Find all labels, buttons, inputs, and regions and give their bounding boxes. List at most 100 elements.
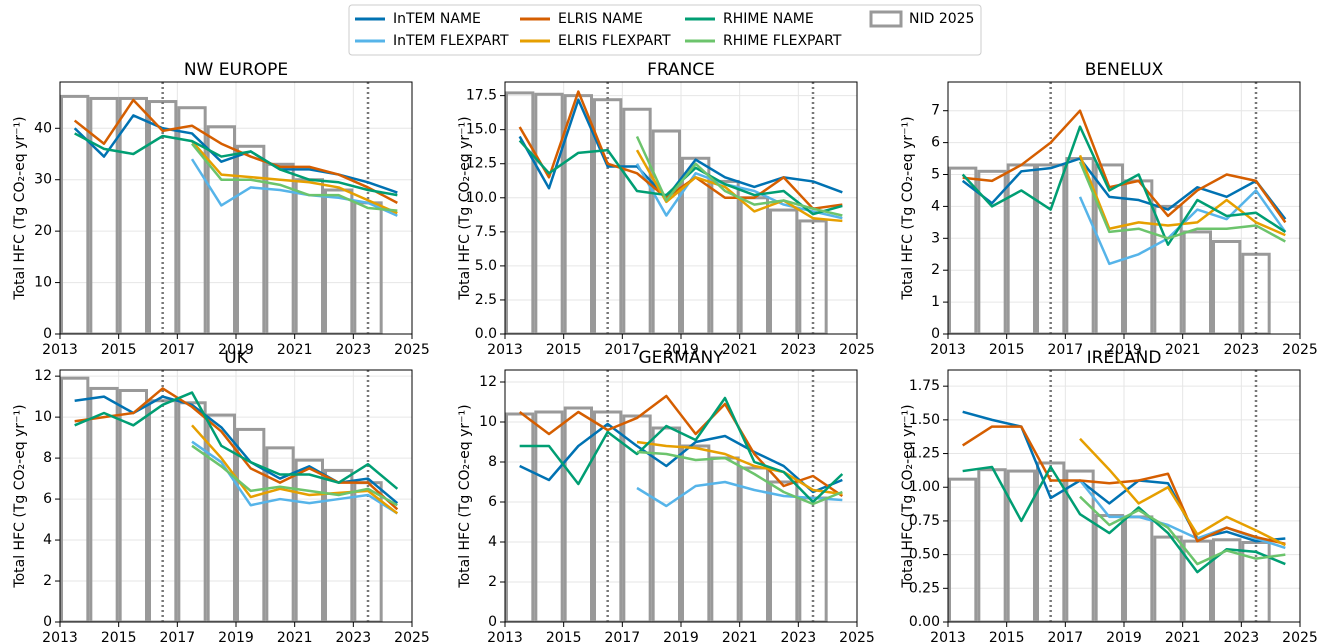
nid-bar (681, 156, 711, 334)
plot-frame (504, 81, 858, 335)
x-tick-label: 2015 (989, 342, 1025, 358)
legend-frame (348, 4, 982, 56)
series-line (635, 135, 843, 217)
y-tick-label: 1 (931, 294, 940, 310)
y-tick-label: 0.50 (909, 547, 940, 563)
x-tick-label: 2013 (930, 630, 966, 643)
y-tick-label: 0.0 (475, 326, 497, 342)
x-tick-label: 2019 (1106, 342, 1142, 358)
panel: NW EUROPE Total HFC (Tg CO₂-eq yr⁻¹) 2013 2… (12, 60, 430, 358)
legend-label: ELRIS NAME (558, 11, 643, 27)
y-tick-label: 0 (488, 614, 497, 630)
legend-label: RHIME NAME (723, 11, 814, 27)
x-tick-label: 2013 (487, 630, 523, 643)
y-tick-label: 0 (931, 326, 940, 342)
y-tick-label: 0 (43, 326, 52, 342)
y-tick-label: 10 (34, 409, 52, 425)
series-line (961, 425, 1286, 546)
y-axis-label: Total HFC (Tg CO₂-eq yr⁻¹) (457, 404, 473, 588)
series-line (190, 158, 398, 217)
nid-bar (651, 129, 682, 334)
x-tick-label: 2019 (663, 630, 699, 643)
nid-bar (1212, 239, 1242, 334)
nid-bar (948, 477, 978, 622)
nid-bar (739, 466, 770, 622)
series-line (962, 465, 1286, 574)
nid-bar (177, 106, 207, 334)
y-tick-label: 2.5 (475, 292, 497, 308)
y-tick-label: 4 (43, 532, 52, 548)
nid-bar (505, 412, 535, 622)
nid-bar (60, 94, 90, 334)
series-line (74, 132, 398, 197)
plot (948, 370, 1286, 622)
plot-frame (947, 369, 1301, 623)
x-tick-label: 2025 (394, 342, 430, 358)
x-tick-label: 2025 (1282, 342, 1318, 358)
plot (505, 370, 844, 622)
y-tick-label: 20 (34, 223, 52, 239)
nid-bar (622, 414, 652, 622)
nid-bar (769, 208, 799, 334)
nid-bar (324, 188, 354, 334)
nid-bar (1182, 230, 1212, 334)
nid-bar (265, 162, 295, 334)
x-tick-label: 2013 (42, 630, 78, 643)
series-line (636, 440, 843, 496)
nid-bar (177, 401, 207, 622)
y-tick-label: 12 (479, 374, 497, 390)
x-tick-label: 2017 (1048, 342, 1084, 358)
nid-bar (622, 107, 652, 334)
plot (60, 370, 399, 622)
nid-bar (1241, 540, 1271, 622)
nid-bar (1094, 163, 1124, 334)
x-tick-label: 2015 (546, 630, 582, 643)
y-tick-label: 4 (488, 534, 497, 550)
y-tick-label: 1.50 (909, 412, 940, 428)
series-line (519, 422, 843, 494)
y-tick-label: 30 (34, 172, 52, 188)
x-tick-label: 2023 (1224, 342, 1260, 358)
legend-label: ELRIS FLEXPART (558, 33, 671, 49)
series-line (74, 387, 399, 511)
nid-bar (236, 427, 266, 622)
x-tick-label: 2013 (930, 342, 966, 358)
series-line (74, 391, 399, 490)
x-tick-label: 2019 (1106, 630, 1142, 643)
y-tick-label: 2 (931, 262, 940, 278)
y-tick-label: 8 (488, 454, 497, 470)
x-tick-label: 2017 (605, 630, 641, 643)
y-tick-label: 5.0 (475, 258, 497, 274)
plot-frame (947, 81, 1301, 335)
legend-label: NID 2025 (909, 11, 974, 27)
nid-bar (89, 96, 119, 334)
x-tick-label: 2021 (277, 630, 313, 643)
x-tick-label: 2025 (1282, 630, 1318, 643)
x-tick-label: 2015 (989, 630, 1025, 643)
nid-bar (294, 458, 324, 622)
series-line (518, 394, 844, 498)
y-tick-label: 8 (43, 450, 52, 466)
nid-bar (977, 169, 1007, 334)
x-tick-label: 2013 (487, 342, 523, 358)
nid-bar (60, 376, 90, 622)
panel-title: IRELAND (1087, 348, 1162, 368)
legend-label: InTEM FLEXPART (393, 33, 509, 49)
y-tick-label: 0.75 (909, 513, 940, 529)
nid-bar (534, 92, 564, 334)
y-tick-label: 17.5 (466, 88, 497, 104)
plot-frame (504, 369, 858, 623)
y-tick-label: 40 (34, 120, 52, 136)
plot (948, 82, 1287, 334)
series-line (961, 125, 1287, 246)
nid-bar (1153, 535, 1183, 622)
x-tick-label: 2023 (1224, 630, 1260, 643)
x-tick-label: 2025 (394, 630, 430, 643)
x-tick-label: 2021 (1165, 342, 1201, 358)
series-line (962, 109, 1287, 224)
x-tick-label: 2019 (663, 342, 699, 358)
x-tick-label: 2017 (605, 342, 641, 358)
y-tick-label: 4 (931, 198, 940, 214)
